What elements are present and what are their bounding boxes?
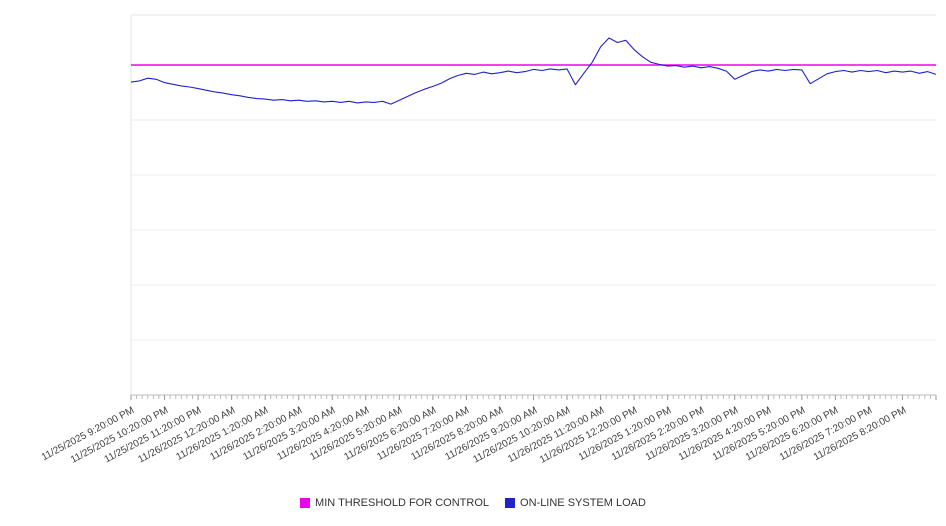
x-tick-label: 11/26/2025 11:20:00 AM <box>505 405 606 466</box>
x-tick-label: 11/26/2025 2:20:00 AM <box>208 405 304 463</box>
threshold-swatch-icon <box>300 498 311 508</box>
legend-label-min-threshold: MIN THRESHOLD FOR CONTROL <box>315 497 490 509</box>
x-tick-label: 11/26/2025 9:20:00 AM <box>442 405 539 463</box>
legend-label-system-load: ON-LINE SYSTEM LOAD <box>520 497 646 509</box>
x-tick-label: 11/26/2025 6:20:00 AM <box>342 405 439 463</box>
x-tick-label: 11/26/2025 7:20:00 AM <box>375 405 472 463</box>
x-tick-label: 11/26/2025 12:20:00 AM <box>136 405 237 466</box>
x-tick-label: 11/26/2025 10:20:00 AM <box>471 405 573 466</box>
legend-item-min-threshold[interactable]: MIN THRESHOLD FOR CONTROL <box>300 497 489 509</box>
x-tick-label: 11/26/2025 7:20:00 PM <box>777 405 875 464</box>
x-tick-label: 11/26/2025 3:20:00 PM <box>643 405 740 464</box>
x-tick-label: 11/25/2025 10:20:00 PM <box>68 405 170 466</box>
legend: MIN THRESHOLD FOR CONTROL ON-LINE SYSTEM… <box>0 497 946 509</box>
x-tick-label: 11/26/2025 5:20:00 PM <box>710 405 807 464</box>
x-tick-label: 11/26/2025 12:20:00 PM <box>538 405 640 466</box>
x-tick-label: 11/26/2025 1:20:00 PM <box>576 405 673 464</box>
x-axis-labels: 11/25/2025 9:20:00 PM 11/25/2025 10:20:00… <box>0 401 946 481</box>
x-tick-label: 11/26/2025 5:20:00 AM <box>308 405 405 463</box>
plot-area <box>130 14 937 400</box>
x-tick-label: 11/26/2025 6:20:00 PM <box>744 405 841 464</box>
x-tick-label: 11/26/2025 4:20:00 AM <box>275 405 371 463</box>
x-tick-label: 11/26/2025 2:20:00 PM <box>610 405 707 464</box>
x-tick-label: 11/25/2025 11:20:00 PM <box>102 405 204 466</box>
x-tick-label: 11/26/2025 8:20:00 PM <box>811 405 908 464</box>
x-tick-label: 11/26/2025 4:20:00 PM <box>677 405 774 464</box>
x-tick-label: 11/26/2025 1:20:00 AM <box>174 405 271 463</box>
system-load-line <box>130 37 937 105</box>
x-tick-label: 11/26/2025 3:20:00 AM <box>241 405 338 463</box>
system-load-swatch-icon <box>505 498 516 508</box>
legend-item-system-load[interactable]: ON-LINE SYSTEM LOAD <box>505 497 646 509</box>
x-tick-label: 11/26/2025 8:20:00 AM <box>409 405 506 463</box>
x-tick-label: 11/25/2025 9:20:00 PM <box>39 405 137 464</box>
